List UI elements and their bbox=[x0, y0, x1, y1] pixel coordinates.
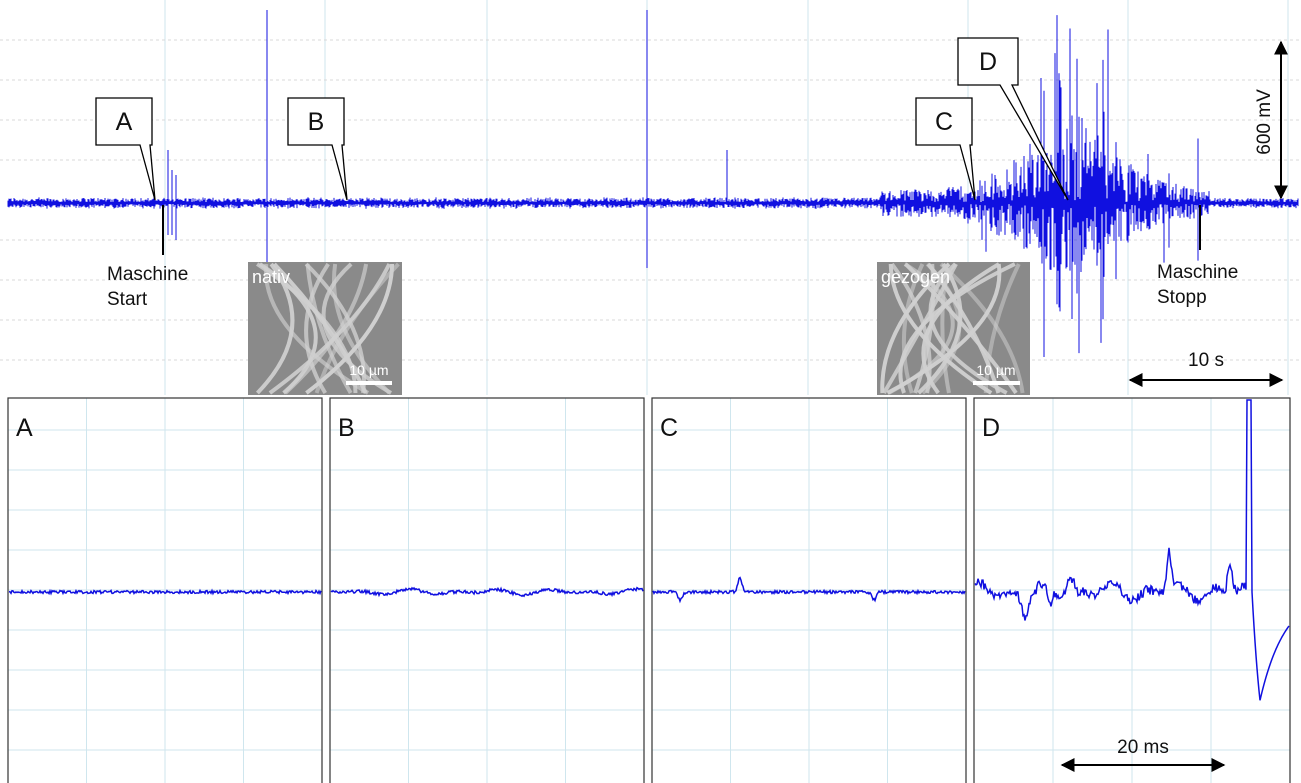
inset-label: gezogen bbox=[881, 267, 950, 287]
stop-label: Maschine bbox=[1157, 262, 1238, 283]
start-label: Start bbox=[107, 289, 148, 310]
callout-label: D bbox=[979, 48, 997, 76]
time-scale: 10 s bbox=[1188, 350, 1224, 371]
time-scale: 20 ms bbox=[1117, 737, 1169, 758]
panel-label: B bbox=[338, 414, 355, 442]
stop-label: Stopp bbox=[1157, 287, 1207, 308]
voltage-scale: 600 mV bbox=[1254, 89, 1275, 155]
start-label: Maschine bbox=[107, 264, 188, 285]
callout-shapes bbox=[96, 38, 1068, 200]
inset-nativ: nativ 10 µm bbox=[248, 262, 402, 395]
inset-label: nativ bbox=[252, 267, 290, 287]
bottom-panels: A B C D bbox=[8, 398, 1290, 783]
callout-label: B bbox=[308, 108, 325, 136]
scale-label: 10 µm bbox=[976, 362, 1015, 378]
inset-gezogen: gezogen 10 µm bbox=[877, 262, 1030, 395]
panel-label: A bbox=[16, 414, 33, 442]
overview-trace bbox=[8, 10, 1298, 357]
panel-label: D bbox=[982, 414, 1000, 442]
panel-label: C bbox=[660, 414, 678, 442]
callout-label: A bbox=[116, 108, 133, 136]
figure: A B C D nativ 10 µm gezogen 10 µm A B C D M… bbox=[0, 0, 1301, 783]
scale-label: 10 µm bbox=[349, 362, 388, 378]
callout-label: C bbox=[935, 108, 953, 136]
page: A B C D nativ 10 µm gezogen 10 µm A B C D M… bbox=[0, 0, 1301, 783]
